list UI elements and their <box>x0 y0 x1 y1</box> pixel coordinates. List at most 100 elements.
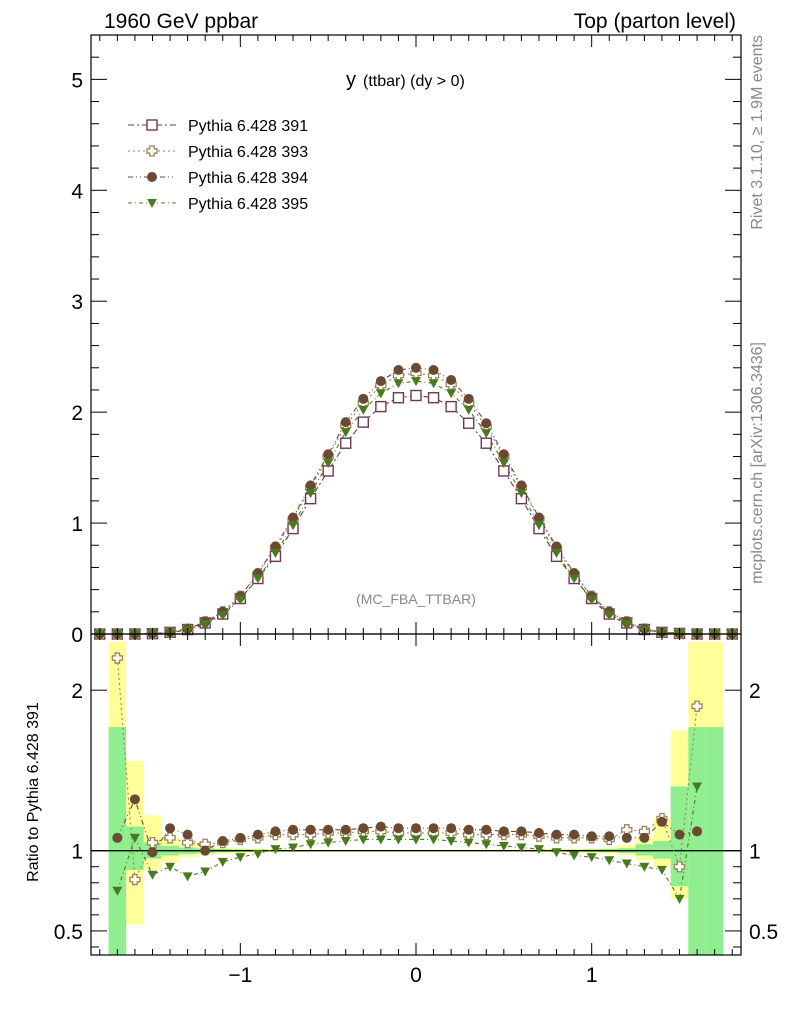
ratio-point-pythia-6-428-394 <box>235 832 246 843</box>
ratio-point-pythia-6-428-394 <box>323 824 334 835</box>
ratio-point-pythia-6-428-395 <box>569 851 580 861</box>
ratio-point-pythia-6-428-394 <box>147 847 158 858</box>
ratio-point-pythia-6-428-395 <box>692 782 703 792</box>
y-tick-label: 0 <box>71 624 83 647</box>
ratio-point-pythia-6-428-394 <box>129 794 140 805</box>
ratio-y-tick-label-left: 0.5 <box>54 921 83 944</box>
data-point-pythia-6-428-391 <box>392 392 405 404</box>
ratio-point-pythia-6-428-394 <box>112 832 123 843</box>
header-left-label: 1960 GeV ppbar <box>104 10 258 33</box>
data-point-pythia-6-428-394 <box>516 480 527 491</box>
ratio-plot-panel: 0.5 0.5 1 1 2 2 −1 0 1 Ratio to Pythia 6.428 39… <box>25 633 778 987</box>
ratio-point-pythia-6-428-394 <box>375 821 386 832</box>
data-point-pythia-6-428-395 <box>621 620 632 630</box>
data-point-pythia-6-428-395 <box>288 521 299 531</box>
ratio-series-lines <box>116 658 698 901</box>
ratio-y-tick-label-left: 2 <box>71 680 83 703</box>
y-tick-label: 1 <box>71 513 83 536</box>
legend-marker-pythia-6-428-393 <box>146 145 158 157</box>
data-point-pythia-6-428-394 <box>446 374 457 385</box>
ratio-point-pythia-6-428-394 <box>481 824 492 835</box>
ratio-point-pythia-6-428-394 <box>411 823 421 834</box>
ratio-point-pythia-6-428-394 <box>252 829 263 840</box>
data-point-pythia-6-428-394 <box>428 364 439 375</box>
x-tick-label: 0 <box>410 964 422 987</box>
ratio-point-pythia-6-428-393 <box>129 873 141 886</box>
ratio-point-pythia-6-428-394 <box>498 826 509 837</box>
ratio-point-pythia-6-428-394 <box>692 826 703 837</box>
data-point-pythia-6-428-395 <box>569 574 580 584</box>
data-point-pythia-6-428-394 <box>270 541 281 552</box>
data-point-pythia-6-428-391 <box>427 392 440 404</box>
ratio-plot-frame <box>90 633 742 956</box>
ratio-point-pythia-6-428-394 <box>446 823 457 834</box>
ratio-y-tick-label-left: 1 <box>71 841 83 864</box>
data-point-pythia-6-428-394 <box>481 418 492 429</box>
ratio-point-pythia-6-428-394 <box>533 828 544 839</box>
data-point-pythia-6-428-395 <box>446 389 457 399</box>
ratio-point-pythia-6-428-395 <box>604 856 615 866</box>
data-point-pythia-6-428-394 <box>533 512 544 523</box>
data-point-pythia-6-428-391 <box>410 389 422 402</box>
y-tick-label: 2 <box>71 402 83 425</box>
ratio-point-pythia-6-428-394 <box>358 823 369 834</box>
data-point-pythia-6-428-391 <box>445 400 457 413</box>
ratio-point-pythia-6-428-395 <box>323 838 334 848</box>
data-point-pythia-6-428-395 <box>217 611 228 621</box>
ratio-line-pythia-6-428-393 <box>116 658 698 882</box>
data-point-pythia-6-428-394 <box>393 364 404 375</box>
main-y-axis: 0 1 2 3 4 5 <box>71 56 741 647</box>
data-point-pythia-6-428-395 <box>252 574 263 584</box>
data-point-pythia-6-428-395 <box>323 459 334 469</box>
ratio-point-pythia-6-428-394 <box>270 826 281 837</box>
x-tick-label: 1 <box>586 964 598 987</box>
data-point-pythia-6-428-395 <box>498 459 509 469</box>
data-point-pythia-6-428-395 <box>604 611 615 621</box>
ratio-point-pythia-6-428-395 <box>182 872 193 882</box>
ratio-point-pythia-6-428-395 <box>586 853 597 863</box>
ratio-point-pythia-6-428-395 <box>252 849 263 859</box>
data-point-pythia-6-428-394 <box>375 376 386 387</box>
y-tick-label: 4 <box>71 180 83 203</box>
ratio-point-pythia-6-428-394 <box>428 823 439 834</box>
ratio-point-pythia-6-428-395 <box>533 845 544 855</box>
y-tick-label: 5 <box>71 69 83 92</box>
data-point-pythia-6-428-395 <box>481 429 492 439</box>
data-point-pythia-6-428-395 <box>516 489 527 499</box>
y-tick-label: 3 <box>71 291 83 314</box>
legend-marker-pythia-6-428-391 <box>146 119 158 131</box>
ratio-point-pythia-6-428-394 <box>165 823 176 834</box>
ratio-point-pythia-6-428-394 <box>182 829 193 840</box>
ratio-point-pythia-6-428-394 <box>288 824 299 835</box>
ratio-y-axis: 0.5 0.5 1 1 2 2 <box>54 680 778 948</box>
ratio-point-pythia-6-428-395 <box>463 838 474 848</box>
data-point-pythia-6-428-395 <box>551 549 562 559</box>
ratio-line-pythia-6-428-394 <box>116 797 698 854</box>
data-point-pythia-6-428-391 <box>340 437 352 449</box>
header-right-label: Top (parton level) <box>574 10 736 33</box>
ratio-point-pythia-6-428-395 <box>305 840 316 850</box>
legend-label-pythia-6-428-393: Pythia 6.428 393 <box>188 144 308 161</box>
band-green <box>705 727 724 955</box>
ratio-uncertainty-bands <box>91 642 741 955</box>
legend-marker-pythia-6-428-395 <box>147 199 157 208</box>
ratio-point-pythia-6-428-395 <box>446 837 457 847</box>
band-green <box>653 841 671 859</box>
ratio-point-pythia-6-428-394 <box>463 824 474 835</box>
data-point-pythia-6-428-394 <box>305 480 316 491</box>
data-point-pythia-6-428-395 <box>375 389 386 399</box>
data-point-pythia-6-428-394 <box>288 512 299 523</box>
legend-label-pythia-6-428-391: Pythia 6.428 391 <box>188 118 308 135</box>
data-point-pythia-6-428-391 <box>463 417 475 429</box>
ratio-point-pythia-6-428-395 <box>621 859 632 869</box>
band-green <box>126 826 144 870</box>
ratio-point-pythia-6-428-395 <box>288 843 299 853</box>
ratio-point-pythia-6-428-394 <box>393 823 404 834</box>
data-point-pythia-6-428-391 <box>480 437 492 449</box>
main-title-symbol: y <box>346 69 356 91</box>
ratio-y-tick-label-right: 1 <box>749 841 761 864</box>
ratio-point-pythia-6-428-395 <box>393 835 404 845</box>
ratio-point-pythia-6-428-393 <box>111 652 124 664</box>
data-point-pythia-6-428-395 <box>463 405 474 415</box>
data-point-pythia-6-428-395 <box>270 549 281 559</box>
